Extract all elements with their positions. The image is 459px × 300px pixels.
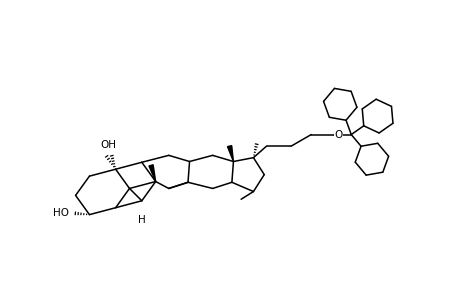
Text: OH: OH [100,140,116,150]
Polygon shape [149,165,155,182]
Text: HO: HO [53,208,69,218]
Text: H: H [138,214,146,225]
Polygon shape [227,146,233,161]
Text: O: O [333,130,341,140]
